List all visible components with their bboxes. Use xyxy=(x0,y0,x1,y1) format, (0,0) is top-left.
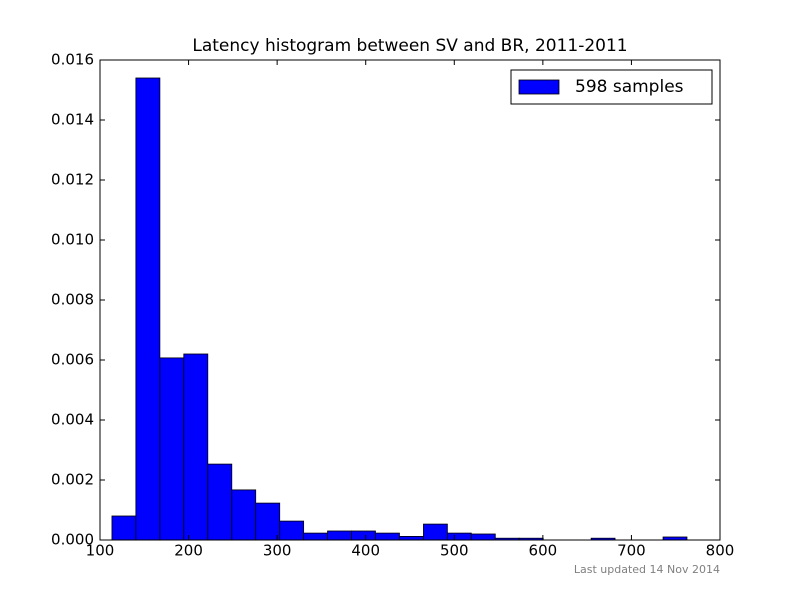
bar xyxy=(446,532,472,541)
y-tick-label: 0.012 xyxy=(51,171,94,189)
y-tick-label: 0.014 xyxy=(51,111,94,129)
footnote: Last updated 14 Nov 2014 xyxy=(574,563,720,576)
bar xyxy=(207,463,233,541)
bar xyxy=(135,77,161,541)
y-tick-label: 0.008 xyxy=(51,291,94,309)
bar xyxy=(231,489,257,541)
bar xyxy=(255,502,281,541)
x-tick-label: 700 xyxy=(617,542,646,560)
bar xyxy=(351,530,376,541)
legend-swatch xyxy=(518,79,560,95)
bar xyxy=(159,357,185,541)
bar xyxy=(327,530,352,541)
x-tick-label: 400 xyxy=(351,542,380,560)
x-tick-label: 500 xyxy=(440,542,469,560)
bar xyxy=(111,515,137,541)
x-tick-label: 800 xyxy=(706,542,735,560)
y-tick-label: 0.000 xyxy=(51,531,94,549)
y-tick-label: 0.010 xyxy=(51,231,94,249)
legend-label: 598 samples xyxy=(575,77,684,97)
chart-title: Latency histogram between SV and BR, 201… xyxy=(192,36,627,56)
bar xyxy=(279,520,305,541)
bar xyxy=(423,523,448,541)
bar xyxy=(303,532,328,541)
bar xyxy=(399,536,424,541)
bar xyxy=(470,533,496,541)
bar xyxy=(183,353,209,541)
bar xyxy=(375,532,400,541)
x-tick-label: 200 xyxy=(174,542,203,560)
y-tick-label: 0.006 xyxy=(51,351,94,369)
x-tick-label: 300 xyxy=(263,542,292,560)
x-tick-label: 600 xyxy=(529,542,558,560)
y-tick-label: 0.016 xyxy=(51,51,94,69)
y-tick-label: 0.002 xyxy=(51,471,94,489)
y-tick-label: 0.004 xyxy=(51,411,94,429)
x-tick-label: 100 xyxy=(86,542,115,560)
